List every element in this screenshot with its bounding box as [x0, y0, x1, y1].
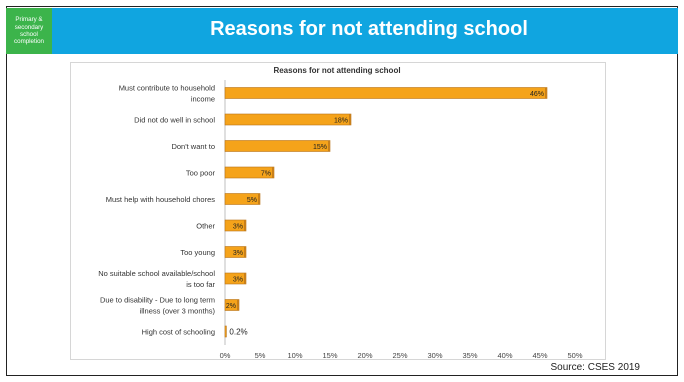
source-note: Source: CSES 2019: [550, 362, 641, 373]
category-label: Must contribute to household: [119, 84, 215, 93]
x-tick-label: 25%: [392, 351, 407, 360]
category-label: Due to disability - Due to long term: [100, 296, 215, 305]
bar-edge: [244, 246, 246, 258]
category-label: High cost of schooling: [142, 328, 215, 337]
bar-edge: [272, 167, 274, 178]
badge-line: secondary: [14, 23, 44, 31]
value-label: 15%: [313, 144, 327, 151]
bar: [224, 113, 352, 126]
value-label: 7%: [261, 171, 271, 178]
badge-line: completion: [14, 38, 44, 46]
category-label: Too young: [180, 248, 215, 257]
value-label: 18%: [334, 118, 348, 125]
category-label: Too poor: [186, 169, 216, 178]
badge-line: school: [20, 31, 38, 38]
bar-edge: [545, 87, 547, 99]
slide-title: Reasons for not attending school: [210, 18, 528, 40]
category-label: Must help with household chores: [106, 195, 215, 204]
bar-edge: [349, 114, 351, 125]
chart-area: [70, 62, 606, 360]
x-tick-label: 15%: [322, 351, 337, 360]
bar-edge: [244, 273, 246, 284]
value-label: 3%: [233, 250, 243, 257]
value-label: 0.2%: [229, 328, 247, 337]
category-label: No suitable school available/school: [98, 269, 215, 278]
value-label: 3%: [233, 224, 243, 231]
category-label: illness (over 3 months): [140, 307, 216, 316]
x-tick-label: 35%: [462, 351, 477, 360]
x-tick-label: 50%: [567, 351, 582, 360]
x-tick-label: 30%: [427, 351, 442, 360]
bar-edge: [258, 193, 260, 205]
value-label: 2%: [226, 303, 236, 310]
badge-line: Primary &: [15, 16, 43, 24]
bar-edge: [328, 140, 330, 152]
value-label: 46%: [530, 91, 544, 98]
chart-title: Reasons for not attending school: [273, 66, 401, 75]
bar: [224, 325, 227, 338]
header-bar: [6, 8, 678, 54]
bar-edge: [237, 299, 239, 311]
bar: [224, 87, 548, 99]
x-tick-label: 20%: [357, 351, 372, 360]
category-label: is too far: [186, 280, 215, 289]
category-label: Did not do well in school: [134, 116, 215, 125]
value-label: 3%: [233, 277, 243, 284]
category-label: Don't want to: [171, 142, 215, 151]
category-label: Other: [196, 222, 215, 231]
x-tick-label: 5%: [255, 351, 266, 360]
x-tick-label: 40%: [497, 351, 512, 360]
section-badge: Primary & secondary school completion: [6, 8, 52, 54]
x-tick-label: 0%: [220, 351, 231, 360]
x-tick-label: 45%: [532, 351, 547, 360]
bar-edge: [244, 220, 246, 231]
category-label: income: [191, 95, 215, 104]
x-tick-label: 10%: [287, 351, 302, 360]
value-label: 5%: [247, 197, 257, 204]
